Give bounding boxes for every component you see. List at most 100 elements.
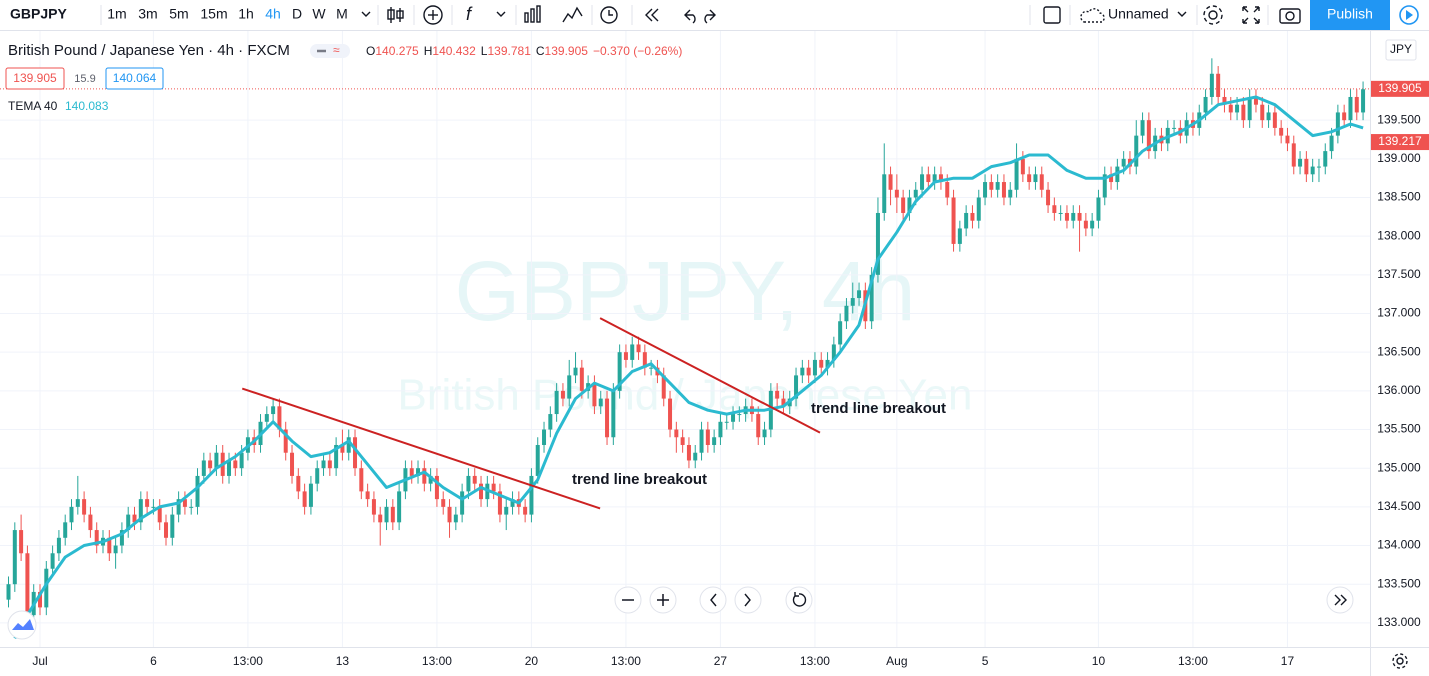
- separators: [100, 5, 1269, 25]
- candle-body: [271, 406, 276, 415]
- candle-body: [214, 452, 219, 469]
- x-tick-label: 6: [150, 654, 157, 668]
- trend-line[interactable]: [599, 317, 821, 434]
- legend-pill[interactable]: [310, 44, 350, 58]
- trend-line[interactable]: [241, 387, 601, 510]
- interval-0[interactable]: 1m: [107, 6, 126, 22]
- interval-list: 1m 3m 5m 15m 1h 4h D W M: [107, 6, 348, 22]
- logo[interactable]: [7, 610, 37, 640]
- compare-button[interactable]: [423, 5, 443, 25]
- x-tick-label: 27: [714, 654, 728, 668]
- candle-body: [164, 522, 169, 538]
- x-tick-label: 5: [982, 654, 989, 668]
- candle-body: [1052, 205, 1057, 213]
- candle-body: [686, 444, 691, 461]
- rewind-button[interactable]: [645, 8, 659, 22]
- indicators-dropdown[interactable]: [496, 11, 506, 17]
- candle-body: [88, 514, 93, 531]
- candle-body: [812, 359, 817, 376]
- candle-body: [560, 390, 565, 399]
- redo-button[interactable]: [704, 9, 716, 24]
- fullscreen-layout-button[interactable]: [1043, 6, 1061, 24]
- fullscreen-button[interactable]: [1242, 6, 1260, 24]
- indicator-name: TEMA 40: [8, 99, 58, 113]
- candle-body: [19, 530, 24, 554]
- y-tick-label: 138.500: [1377, 190, 1421, 204]
- candle-body: [875, 212, 880, 275]
- sell-badge[interactable]: [5, 67, 65, 90]
- candle-body: [775, 390, 780, 399]
- pill-icon: ≈: [333, 43, 340, 57]
- chart-type-button[interactable]: [387, 7, 404, 23]
- indicators-button[interactable]: f: [466, 4, 473, 24]
- candle-body: [1228, 104, 1233, 113]
- y-tick-label: 136.500: [1377, 344, 1421, 358]
- zoom-out-button[interactable]: [614, 586, 642, 614]
- axis-settings-button[interactable]: [1392, 653, 1408, 669]
- candle-body: [1121, 158, 1126, 167]
- interval-3[interactable]: 15m: [200, 6, 227, 22]
- candle-body: [1222, 96, 1227, 105]
- currency-badge[interactable]: [1385, 39, 1417, 61]
- interval-4[interactable]: 1h: [238, 6, 254, 22]
- y-tick-label: 138.000: [1377, 228, 1421, 242]
- candle-body: [951, 197, 956, 244]
- interval-7[interactable]: W: [312, 6, 326, 22]
- interval-6[interactable]: D: [292, 6, 302, 22]
- candle-body: [567, 375, 572, 399]
- candle-body: [346, 437, 351, 453]
- scroll-to-end-button[interactable]: [1326, 586, 1354, 614]
- candle-body: [680, 437, 685, 445]
- symbol[interactable]: GBPJPY: [10, 6, 67, 22]
- zoom-in-button[interactable]: [649, 586, 677, 614]
- stream-button[interactable]: [1399, 5, 1419, 25]
- sell-price: 139.905: [13, 71, 57, 85]
- candle-body: [1329, 135, 1334, 152]
- candle-body: [1001, 182, 1006, 198]
- candle-body: [409, 468, 414, 476]
- interval-8[interactable]: M: [336, 6, 348, 22]
- candle-body: [1253, 96, 1258, 105]
- candle-body: [390, 506, 395, 523]
- candle-body: [1134, 135, 1139, 167]
- candle-body: [819, 359, 824, 368]
- y-tick-label: 134.500: [1377, 499, 1421, 513]
- interval-dropdown[interactable]: [361, 11, 371, 17]
- publish-button[interactable]: [1310, 0, 1390, 30]
- alert-button[interactable]: [600, 6, 618, 24]
- candle-body: [1354, 96, 1359, 113]
- candle-body: [907, 197, 912, 213]
- scroll-left-button[interactable]: [699, 586, 727, 614]
- candle-body: [554, 390, 559, 415]
- candle-body: [693, 452, 698, 461]
- candle-body: [460, 491, 465, 515]
- candle-body: [1064, 212, 1069, 221]
- templates-button[interactable]: [524, 5, 541, 23]
- layout-dropdown[interactable]: [1177, 11, 1187, 17]
- interval-5[interactable]: 4h: [265, 6, 281, 22]
- ohlc-value: 139.905: [545, 44, 589, 58]
- candle-body: [365, 491, 370, 500]
- candle-body: [447, 506, 452, 523]
- interval-1[interactable]: 3m: [138, 6, 157, 22]
- undo-button[interactable]: [684, 9, 696, 24]
- candle-body: [302, 491, 307, 507]
- spread: 15.9: [74, 73, 95, 85]
- candle-body: [705, 429, 710, 445]
- replay-button[interactable]: [562, 6, 583, 23]
- scroll-right-button[interactable]: [734, 586, 762, 614]
- buy-badge[interactable]: [105, 67, 164, 90]
- candle-body: [1260, 104, 1265, 121]
- snapshot-button[interactable]: [1279, 8, 1301, 24]
- y-tick-label: 133.000: [1377, 615, 1421, 629]
- candle-body: [1335, 112, 1340, 136]
- reset-button[interactable]: [785, 586, 813, 614]
- settings-button[interactable]: [1203, 5, 1223, 25]
- interval-2[interactable]: 5m: [169, 6, 188, 22]
- layout-name[interactable]: Unnamed: [1108, 6, 1169, 22]
- candle-body: [699, 429, 704, 453]
- candle-body: [1083, 220, 1088, 229]
- candle-body: [1235, 104, 1240, 113]
